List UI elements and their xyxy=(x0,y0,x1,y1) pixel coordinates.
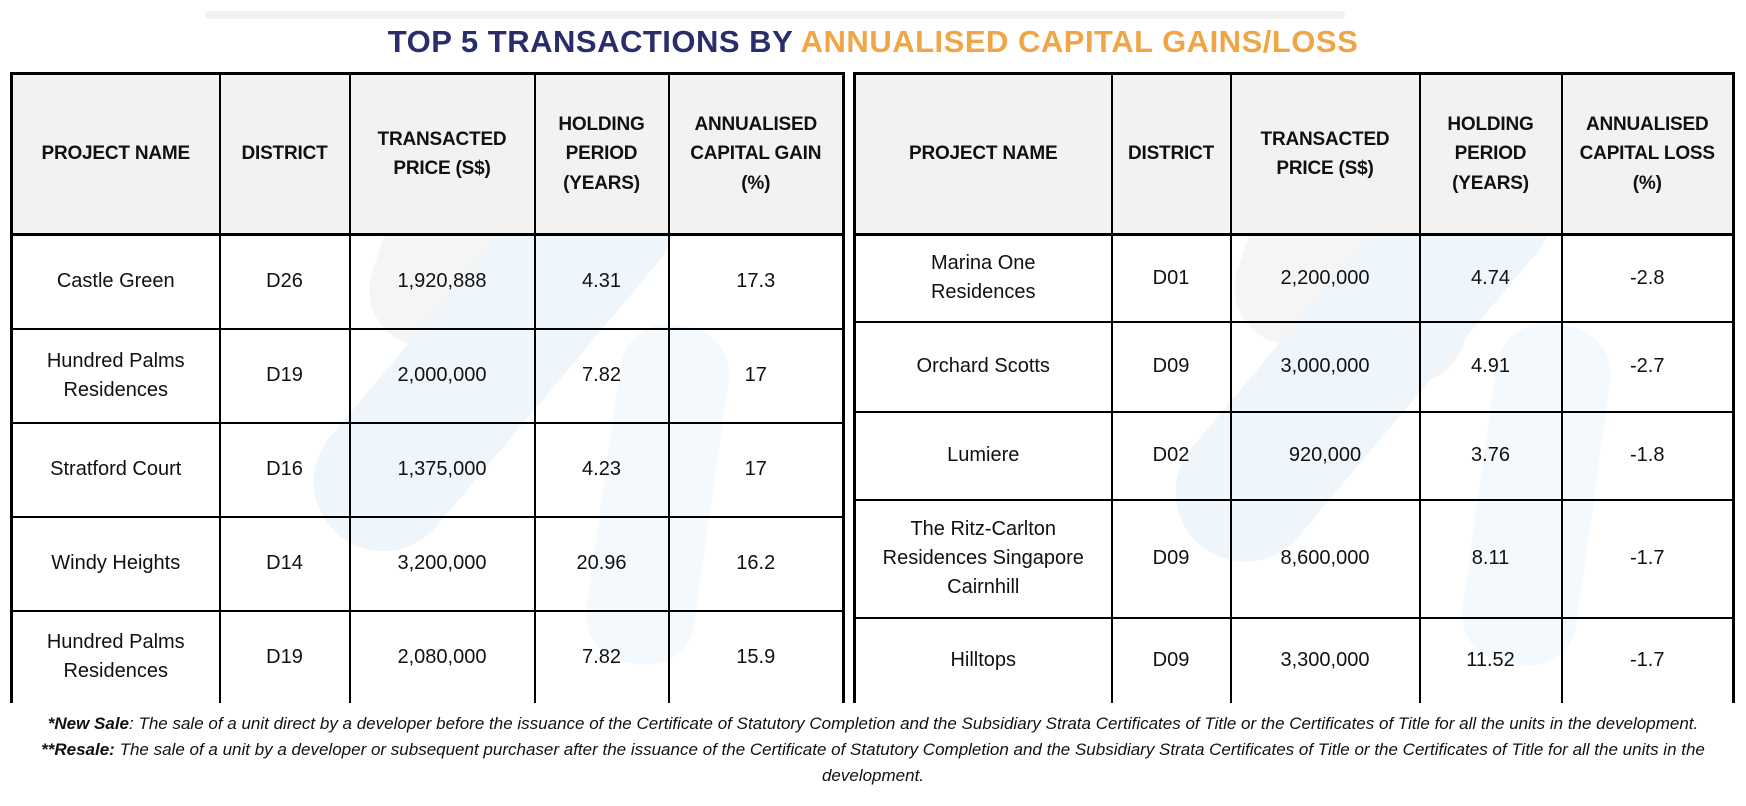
project-name: Hundred Palms Residences xyxy=(46,631,185,683)
column-header-transacted-price: TRANSACTED PRICE (S$) xyxy=(348,72,536,236)
column-header-project-name: PROJECT NAME xyxy=(10,72,221,236)
project-name: Hundred Palms Residences xyxy=(46,349,185,401)
table-row: Lumiere D02 920,000 3.76 -1.8 xyxy=(853,410,1735,501)
project-name: Marina One Residences xyxy=(930,252,1036,304)
table-cell-price: 2,080,000 xyxy=(348,609,536,703)
table-cell-price: 2,000,000 xyxy=(348,327,536,424)
project-name: Castle Green xyxy=(56,270,175,293)
table-cell-project: Stratford Court xyxy=(10,421,221,518)
table-cell-project: Marina One Residences xyxy=(853,233,1113,323)
table-row: Windy Heights D14 3,200,000 20.96 16.2 xyxy=(10,515,845,612)
project-name: Windy Heights xyxy=(51,552,181,574)
table-cell-project: The Ritz-Carlton Residences Singapore Ca… xyxy=(853,498,1113,619)
table-cell-holding: 11.52 xyxy=(1418,616,1563,703)
project-name: Orchard Scotts xyxy=(916,355,1050,377)
table-cell-project: Hundred Palms Residences xyxy=(10,327,221,424)
gains-table: PROJECT NAME DISTRICT TRANSACTED PRICE (… xyxy=(10,72,845,703)
page-title: TOP 5 TRANSACTIONS BY ANNUALISED CAPITAL… xyxy=(0,24,1746,60)
gains-header-row: PROJECT NAME DISTRICT TRANSACTED PRICE (… xyxy=(10,72,845,236)
footnote-resale-label: **Resale: xyxy=(41,740,115,759)
table-cell-loss: -1.7 xyxy=(1560,616,1735,703)
table-cell-gain: 17 xyxy=(667,327,845,424)
table-row: The Ritz-Carlton Residences Singapore Ca… xyxy=(853,498,1735,619)
footnote-resale-text: The sale of a unit by a developer or sub… xyxy=(114,740,1705,785)
table-cell-district: D02 xyxy=(1110,410,1232,501)
column-header-district: DISTRICT xyxy=(218,72,351,236)
table-row: Hilltops D09 3,300,000 11.52 -1.7 xyxy=(853,616,1735,703)
table-cell-holding: 4.74 xyxy=(1418,233,1563,323)
page-title-prefix: TOP 5 TRANSACTIONS BY xyxy=(387,24,801,59)
footnotes: *New Sale: The sale of a unit direct by … xyxy=(0,711,1746,789)
table-cell-holding: 20.96 xyxy=(533,515,670,612)
table-cell-district: D26 xyxy=(218,233,351,330)
project-name: Lumiere xyxy=(947,444,1020,466)
table-cell-gain: 16.2 xyxy=(667,515,845,612)
column-header-district: DISTRICT xyxy=(1110,72,1232,236)
table-cell-holding: 8.11 xyxy=(1418,498,1563,619)
table-row: Hundred Palms Residences D19 2,080,000 7… xyxy=(10,609,845,703)
table-cell-district: D16 xyxy=(218,421,351,518)
table-cell-project: Windy Heights xyxy=(10,515,221,612)
table-cell-holding: 3.76 xyxy=(1418,410,1563,501)
table-cell-loss: -1.7 xyxy=(1560,498,1735,619)
footnote-new-sale-text: : The sale of a unit direct by a develop… xyxy=(129,714,1699,733)
losses-header-row: PROJECT NAME DISTRICT TRANSACTED PRICE (… xyxy=(853,72,1735,236)
column-header-holding-period: HOLDING PERIOD (YEARS) xyxy=(1418,72,1563,236)
table-cell-price: 2,200,000 xyxy=(1229,233,1421,323)
table-cell-project: Orchard Scotts xyxy=(853,320,1113,413)
project-name: The Ritz-Carlton Residences Singapore Ca… xyxy=(882,518,1084,598)
table-cell-district: D09 xyxy=(1110,498,1232,619)
table-cell-holding: 7.82 xyxy=(533,609,670,703)
gains-table-section: PROJECT NAME DISTRICT TRANSACTED PRICE (… xyxy=(10,72,845,703)
footnote-new-sale: *New Sale: The sale of a unit direct by … xyxy=(8,711,1738,737)
table-cell-price: 8,600,000 xyxy=(1229,498,1421,619)
losses-table-section: PROJECT NAME DISTRICT TRANSACTED PRICE (… xyxy=(853,72,1735,703)
table-row: Marina One Residences D01 2,200,000 4.74… xyxy=(853,233,1735,323)
table-cell-district: D19 xyxy=(218,609,351,703)
project-name: Hilltops xyxy=(950,649,1017,672)
footnote-resale: **Resale: The sale of a unit by a develo… xyxy=(8,737,1738,789)
column-header-capital-loss: ANNUALISED CAPITAL LOSS (%) xyxy=(1560,72,1735,236)
top-accent-bar xyxy=(205,11,1345,19)
table-cell-loss: -2.8 xyxy=(1560,233,1735,323)
table-cell-holding: 7.82 xyxy=(533,327,670,424)
column-header-transacted-price: TRANSACTED PRICE (S$) xyxy=(1229,72,1421,236)
table-cell-holding: 4.23 xyxy=(533,421,670,518)
table-cell-price: 3,300,000 xyxy=(1229,616,1421,703)
table-row: Stratford Court D16 1,375,000 4.23 17 xyxy=(10,421,845,518)
column-header-holding-period: HOLDING PERIOD (YEARS) xyxy=(533,72,670,236)
table-cell-project: Lumiere xyxy=(853,410,1113,501)
table-cell-price: 3,000,000 xyxy=(1229,320,1421,413)
table-cell-price: 1,920,888 xyxy=(348,233,536,330)
table-cell-gain: 15.9 xyxy=(667,609,845,703)
table-cell-project: Hilltops xyxy=(853,616,1113,703)
table-cell-price: 3,200,000 xyxy=(348,515,536,612)
table-cell-district: D09 xyxy=(1110,616,1232,703)
table-cell-project: Hundred Palms Residences xyxy=(10,609,221,703)
column-header-project-name: PROJECT NAME xyxy=(853,72,1113,236)
table-cell-district: D14 xyxy=(218,515,351,612)
table-row: Castle Green D26 1,920,888 4.31 17.3 xyxy=(10,233,845,330)
table-cell-loss: -1.8 xyxy=(1560,410,1735,501)
table-cell-project: Castle Green xyxy=(10,233,221,330)
table-cell-district: D01 xyxy=(1110,233,1232,323)
table-row: Orchard Scotts D09 3,000,000 4.91 -2.7 xyxy=(853,320,1735,413)
table-cell-loss: -2.7 xyxy=(1560,320,1735,413)
project-name: Stratford Court xyxy=(50,458,182,480)
table-cell-gain: 17 xyxy=(667,421,845,518)
table-cell-holding: 4.31 xyxy=(533,233,670,330)
table-row: Hundred Palms Residences D19 2,000,000 7… xyxy=(10,327,845,424)
tables-container: PROJECT NAME DISTRICT TRANSACTED PRICE (… xyxy=(10,72,1735,703)
losses-table: PROJECT NAME DISTRICT TRANSACTED PRICE (… xyxy=(853,72,1735,703)
table-cell-gain: 17.3 xyxy=(667,233,845,330)
table-cell-district: D19 xyxy=(218,327,351,424)
table-cell-district: D09 xyxy=(1110,320,1232,413)
table-cell-price: 1,375,000 xyxy=(348,421,536,518)
page-title-highlight: ANNUALISED CAPITAL GAINS/LOSS xyxy=(800,24,1359,59)
table-cell-price: 920,000 xyxy=(1229,410,1421,501)
footnote-new-sale-label: *New Sale xyxy=(47,714,129,733)
column-header-capital-gain: ANNUALISED CAPITAL GAIN (%) xyxy=(667,72,845,236)
table-cell-holding: 4.91 xyxy=(1418,320,1563,413)
